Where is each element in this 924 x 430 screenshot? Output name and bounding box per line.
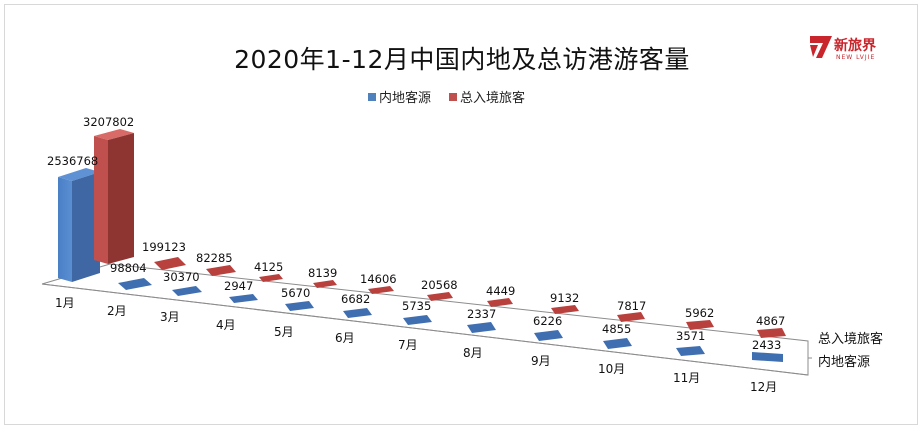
svg-text:10月: 10月: [598, 362, 625, 376]
svg-text:5962: 5962: [685, 306, 714, 320]
svg-text:3207802: 3207802: [83, 115, 134, 129]
svg-text:5月: 5月: [274, 325, 294, 339]
svg-text:98804: 98804: [110, 261, 147, 275]
svg-text:4867: 4867: [756, 314, 785, 328]
series-axis-labels: 总入境旅客 内地客源: [818, 331, 883, 370]
svg-text:199123: 199123: [142, 240, 186, 254]
svg-text:7817: 7817: [617, 299, 646, 313]
bar-dec-total[interactable]: [757, 328, 786, 338]
bar-feb-mainland[interactable]: [118, 278, 152, 290]
bar-feb-total[interactable]: [154, 257, 186, 270]
bar-jun-mainland[interactable]: [343, 308, 372, 318]
bar-jan-mainland[interactable]: [58, 168, 100, 282]
svg-text:8139: 8139: [308, 266, 337, 280]
svg-text:5670: 5670: [281, 286, 310, 300]
bar-mar-mainland[interactable]: [172, 286, 202, 296]
logo-text-en: NEW LVJIE: [836, 54, 876, 61]
legend-label: 总入境旅客: [460, 91, 526, 106]
bar-oct-total[interactable]: [617, 312, 645, 322]
svg-text:3月: 3月: [160, 310, 180, 324]
svg-text:2947: 2947: [224, 279, 253, 293]
x-axis-labels: 1月 2月 3月 4月 5月 6月 7月 8月 9月 10月 11月 12月: [55, 296, 777, 394]
bar-apr-total[interactable]: [259, 274, 283, 282]
bar-jul-mainland[interactable]: [403, 315, 432, 325]
data-labels-mainland: 2536768 98804 30370 2947 5670 6682 5735 …: [47, 154, 781, 352]
bar-sep-total[interactable]: [551, 305, 579, 314]
bar-apr-mainland[interactable]: [229, 294, 258, 303]
chart-title: 2020年1-12月中国内地及总访港游客量: [234, 45, 690, 74]
svg-text:20568: 20568: [421, 278, 458, 292]
legend-swatch-blue: [368, 92, 376, 101]
svg-text:6月: 6月: [335, 331, 355, 345]
svg-text:2月: 2月: [107, 304, 127, 318]
bar-jun-total[interactable]: [368, 286, 394, 294]
svg-text:6682: 6682: [341, 292, 370, 306]
bars-flat: [118, 257, 786, 362]
bar-may-total[interactable]: [313, 280, 337, 288]
logo-text-cn: 新旅界: [834, 38, 876, 54]
svg-text:9132: 9132: [550, 291, 579, 305]
legend-item-total: 总入境旅客: [449, 87, 525, 106]
legend-item-mainland: 内地客源: [368, 87, 431, 106]
svg-text:30370: 30370: [163, 270, 200, 284]
data-labels-total: 3207802 199123 82285 4125 8139 14606 205…: [83, 115, 785, 328]
svg-text:1月: 1月: [55, 296, 75, 310]
svg-text:6226: 6226: [533, 314, 562, 328]
bar-nov-mainland[interactable]: [676, 346, 705, 356]
svg-text:2433: 2433: [752, 338, 781, 352]
svg-text:4855: 4855: [602, 322, 631, 336]
bar-dec-mainland[interactable]: [752, 352, 783, 362]
svg-text:2337: 2337: [467, 307, 496, 321]
svg-text:8月: 8月: [463, 346, 483, 360]
svg-text:7月: 7月: [398, 338, 418, 352]
svg-text:4月: 4月: [216, 318, 236, 332]
svg-text:总入境旅客: 总入境旅客: [818, 331, 883, 347]
chart-frame: [4, 4, 918, 425]
svg-text:14606: 14606: [360, 272, 397, 286]
bar-nov-total[interactable]: [686, 320, 714, 330]
svg-text:4125: 4125: [254, 260, 283, 274]
bar-sep-mainland[interactable]: [534, 330, 563, 341]
svg-text:12月: 12月: [750, 380, 777, 394]
bar-mar-total[interactable]: [206, 265, 236, 276]
bar-aug-total[interactable]: [487, 298, 513, 307]
legend-label: 内地客源: [379, 91, 432, 106]
bar-jan-total[interactable]: [94, 129, 134, 264]
svg-text:9月: 9月: [531, 354, 551, 368]
bar-jul-total[interactable]: [427, 292, 453, 301]
svg-text:5735: 5735: [402, 299, 431, 313]
svg-text:4449: 4449: [486, 284, 515, 298]
legend-swatch-red: [449, 92, 458, 101]
svg-text:2536768: 2536768: [47, 154, 98, 168]
legend: 内地客源 总入境旅客: [368, 87, 525, 106]
logo-seven-icon: [810, 36, 832, 58]
bar-may-mainland[interactable]: [285, 301, 314, 311]
svg-text:3571: 3571: [676, 329, 705, 343]
brand-logo: 新旅界 NEW LVJIE: [808, 33, 888, 63]
svg-text:内地客源: 内地客源: [818, 354, 870, 370]
svg-text:11月: 11月: [673, 371, 700, 385]
svg-text:82285: 82285: [196, 251, 233, 265]
bar-aug-mainland[interactable]: [467, 322, 496, 333]
bar-oct-mainland[interactable]: [603, 338, 632, 349]
